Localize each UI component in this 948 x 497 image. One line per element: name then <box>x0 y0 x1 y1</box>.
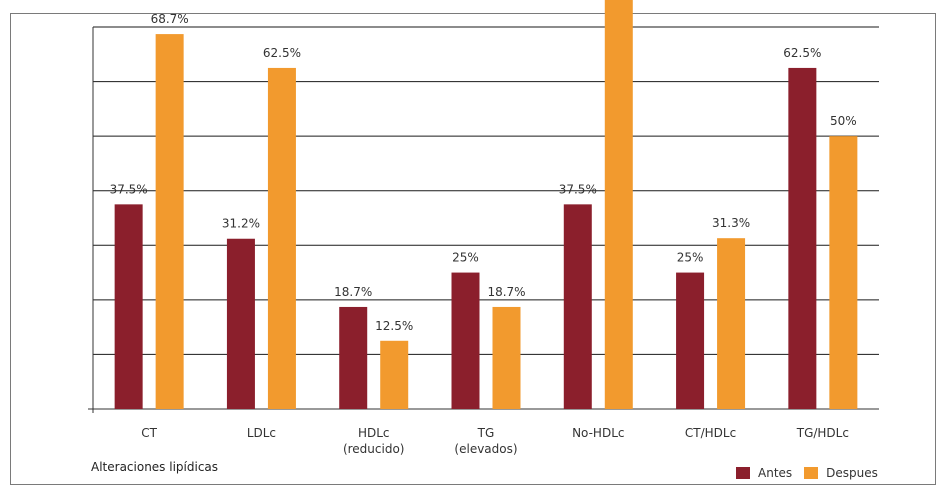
bar-despues <box>829 136 858 409</box>
data-label-antes: 31.2% <box>222 217 260 231</box>
data-label-antes: 37.5% <box>110 182 148 196</box>
legend-item-antes: Antes <box>736 466 792 480</box>
data-label-despues: 62.5% <box>263 46 301 60</box>
bar-despues <box>604 0 633 409</box>
x-tick-label: HDLc <box>358 426 390 440</box>
bar-despues <box>492 306 521 409</box>
data-label-antes: 25% <box>452 251 479 265</box>
bar-antes <box>339 306 368 409</box>
x-tick-label: CT <box>141 426 157 440</box>
x-tick-label: CT/HDLc <box>685 426 736 440</box>
chart-frame <box>10 13 936 485</box>
data-label-antes: 62.5% <box>783 46 821 60</box>
x-tick-label: (reducido) <box>343 442 405 456</box>
legend: Antes Despues <box>736 466 890 480</box>
bar-despues <box>717 238 746 409</box>
data-label-antes: 18.7% <box>334 285 372 299</box>
x-tick-label: No-HDLc <box>572 426 624 440</box>
legend-swatch-antes <box>736 467 750 479</box>
bar-antes <box>563 204 592 409</box>
data-label-antes: 25% <box>677 251 704 265</box>
legend-label-despues: Despues <box>826 466 878 480</box>
data-label-despues: 31.3% <box>712 216 750 230</box>
bar-despues <box>155 34 184 409</box>
x-tick-label: TG/HDLc <box>796 426 849 440</box>
x-tick-label: LDLc <box>247 426 276 440</box>
data-label-despues: 18.7% <box>487 285 525 299</box>
bar-antes <box>788 67 817 409</box>
legend-label-antes: Antes <box>758 466 793 480</box>
bar-antes <box>114 204 143 409</box>
legend-item-despues: Despues <box>804 466 878 480</box>
data-label-antes: 37.5% <box>559 182 597 196</box>
x-axis-title: Alteraciones lipídicas <box>91 460 219 474</box>
data-label-despues: 68.7% <box>151 12 189 26</box>
bar-antes <box>226 238 255 409</box>
bar-antes <box>676 272 705 409</box>
bar-despues <box>380 340 409 409</box>
data-label-despues: 50% <box>830 114 857 128</box>
x-tick-label: TG <box>477 426 495 440</box>
legend-swatch-despues <box>804 467 819 479</box>
x-tick-label: (elevados) <box>454 442 517 456</box>
bar-antes <box>451 272 480 409</box>
bar-despues <box>267 67 296 409</box>
data-label-despues: 12.5% <box>375 319 413 333</box>
